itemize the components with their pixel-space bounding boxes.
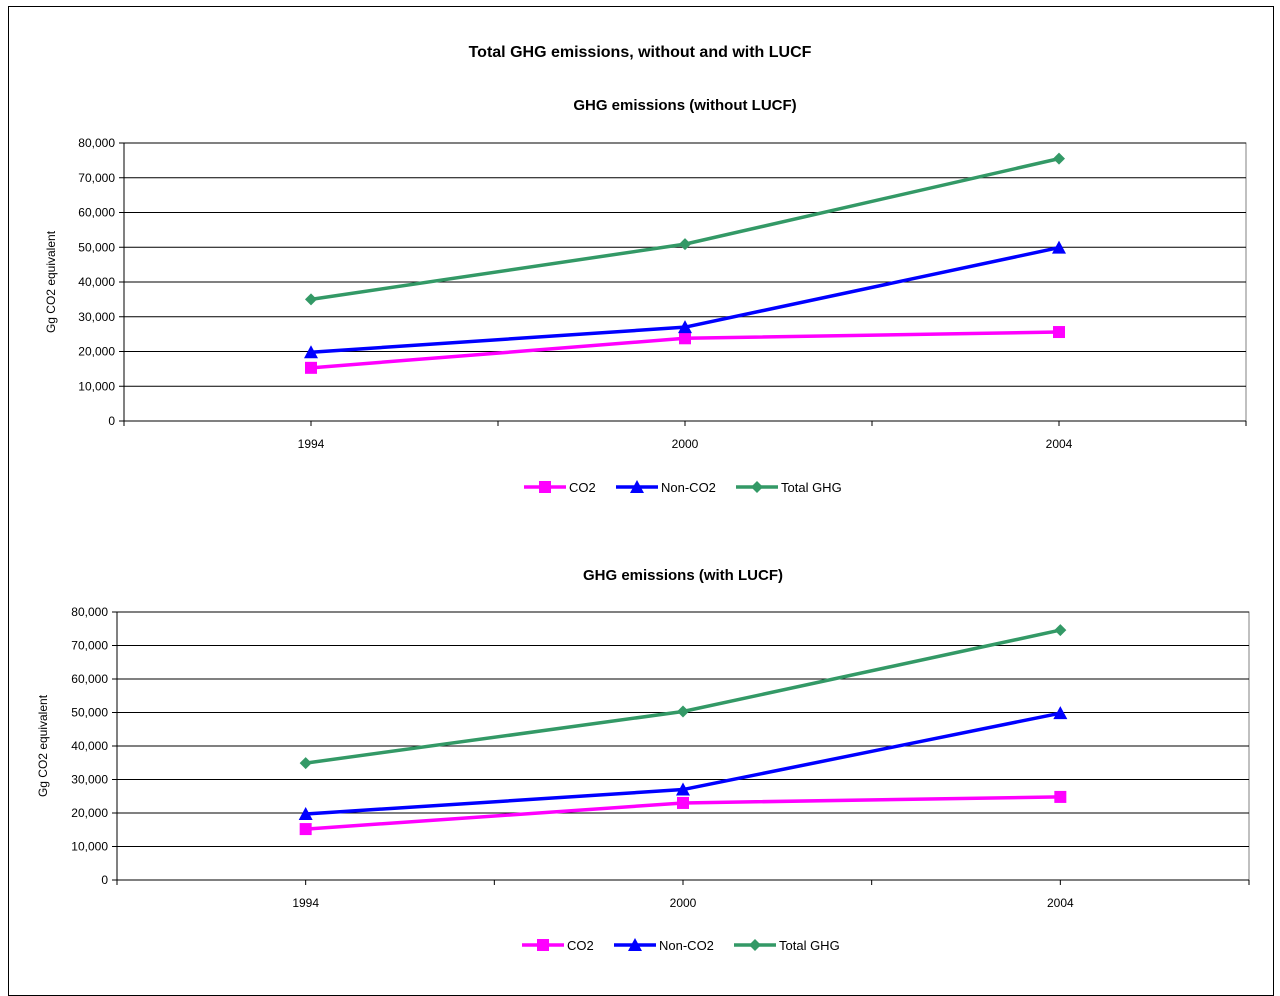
y-tick-label: 30,000	[78, 310, 115, 324]
data-point	[1053, 326, 1065, 339]
y-tick-label: 10,000	[78, 379, 115, 393]
legend-label: Non-CO2	[661, 480, 716, 495]
y-tick-label: 80,000	[71, 605, 108, 619]
legend-label: CO2	[569, 480, 596, 495]
x-tick-label: 2004	[1047, 896, 1074, 910]
legend-label: Total GHG	[781, 480, 842, 495]
y-tick-label: 40,000	[78, 275, 115, 289]
data-point	[679, 332, 691, 345]
data-point	[305, 293, 317, 306]
data-point	[1053, 152, 1065, 165]
x-tick-label: 2000	[672, 437, 699, 451]
y-tick-label: 60,000	[78, 206, 115, 220]
legend-label: Non-CO2	[659, 938, 714, 953]
chart-title: GHG emissions (with LUCF)	[583, 567, 783, 584]
y-tick-label: 20,000	[71, 806, 108, 820]
data-point	[299, 823, 312, 836]
y-tick-label: 0	[101, 873, 108, 887]
legend-label: Total GHG	[779, 938, 840, 953]
y-tick-label: 0	[108, 414, 115, 428]
data-point	[676, 782, 690, 796]
data-point	[679, 238, 691, 251]
chart-2: GHG emissions (with LUCF) 0 10,000 20,000 30…	[36, 567, 1250, 953]
y-tick-label: 70,000	[71, 639, 108, 653]
data-point	[1054, 624, 1067, 637]
y-tick-label: 60,000	[71, 672, 108, 686]
x-tick-label: 1994	[292, 896, 319, 910]
y-tick-label: 50,000	[71, 706, 108, 720]
y-tick-label: 50,000	[78, 240, 115, 254]
y-axis-label: Gg CO2 equivalent	[44, 230, 58, 333]
chart-title: GHG emissions (without LUCF)	[573, 97, 796, 114]
data-point	[678, 320, 692, 334]
legend-marker	[628, 938, 642, 951]
legend: CO2 Non-CO2 Total GHG	[524, 480, 842, 495]
data-point	[677, 796, 689, 809]
legend-label: CO2	[567, 938, 594, 953]
legend-marker	[539, 481, 551, 493]
x-tick-label: 1994	[298, 437, 325, 451]
legend-marker	[749, 939, 761, 951]
y-tick-label: 70,000	[78, 171, 115, 185]
y-axis-label: Gg CO2 equivalent	[36, 694, 50, 797]
legend-marker	[630, 480, 644, 493]
y-tick-label: 20,000	[78, 345, 115, 359]
y-tick-label: 10,000	[71, 840, 108, 854]
y-tick-label: 80,000	[78, 136, 115, 150]
x-tick-label: 2004	[1046, 437, 1073, 451]
series-line	[310, 156, 1060, 302]
x-tick-label: 2000	[670, 896, 697, 910]
data-point	[299, 757, 312, 770]
legend-marker	[751, 481, 763, 493]
data-point	[677, 705, 689, 718]
legend: CO2 Non-CO2 Total GHG	[522, 938, 840, 953]
series-line	[305, 628, 1061, 765]
y-tick-label: 30,000	[71, 773, 108, 787]
data-point	[304, 345, 318, 359]
main-title: Total GHG emissions, without and with LU…	[468, 44, 812, 61]
chart-1: GHG emissions (without LUCF) 0 10,000 20,00…	[44, 97, 1247, 495]
y-tick-label: 40,000	[71, 739, 108, 753]
data-point	[1052, 240, 1066, 254]
data-point	[1054, 790, 1067, 803]
data-point	[305, 361, 317, 374]
legend-marker	[537, 939, 549, 951]
data-point	[298, 807, 313, 821]
data-point	[1053, 706, 1068, 720]
